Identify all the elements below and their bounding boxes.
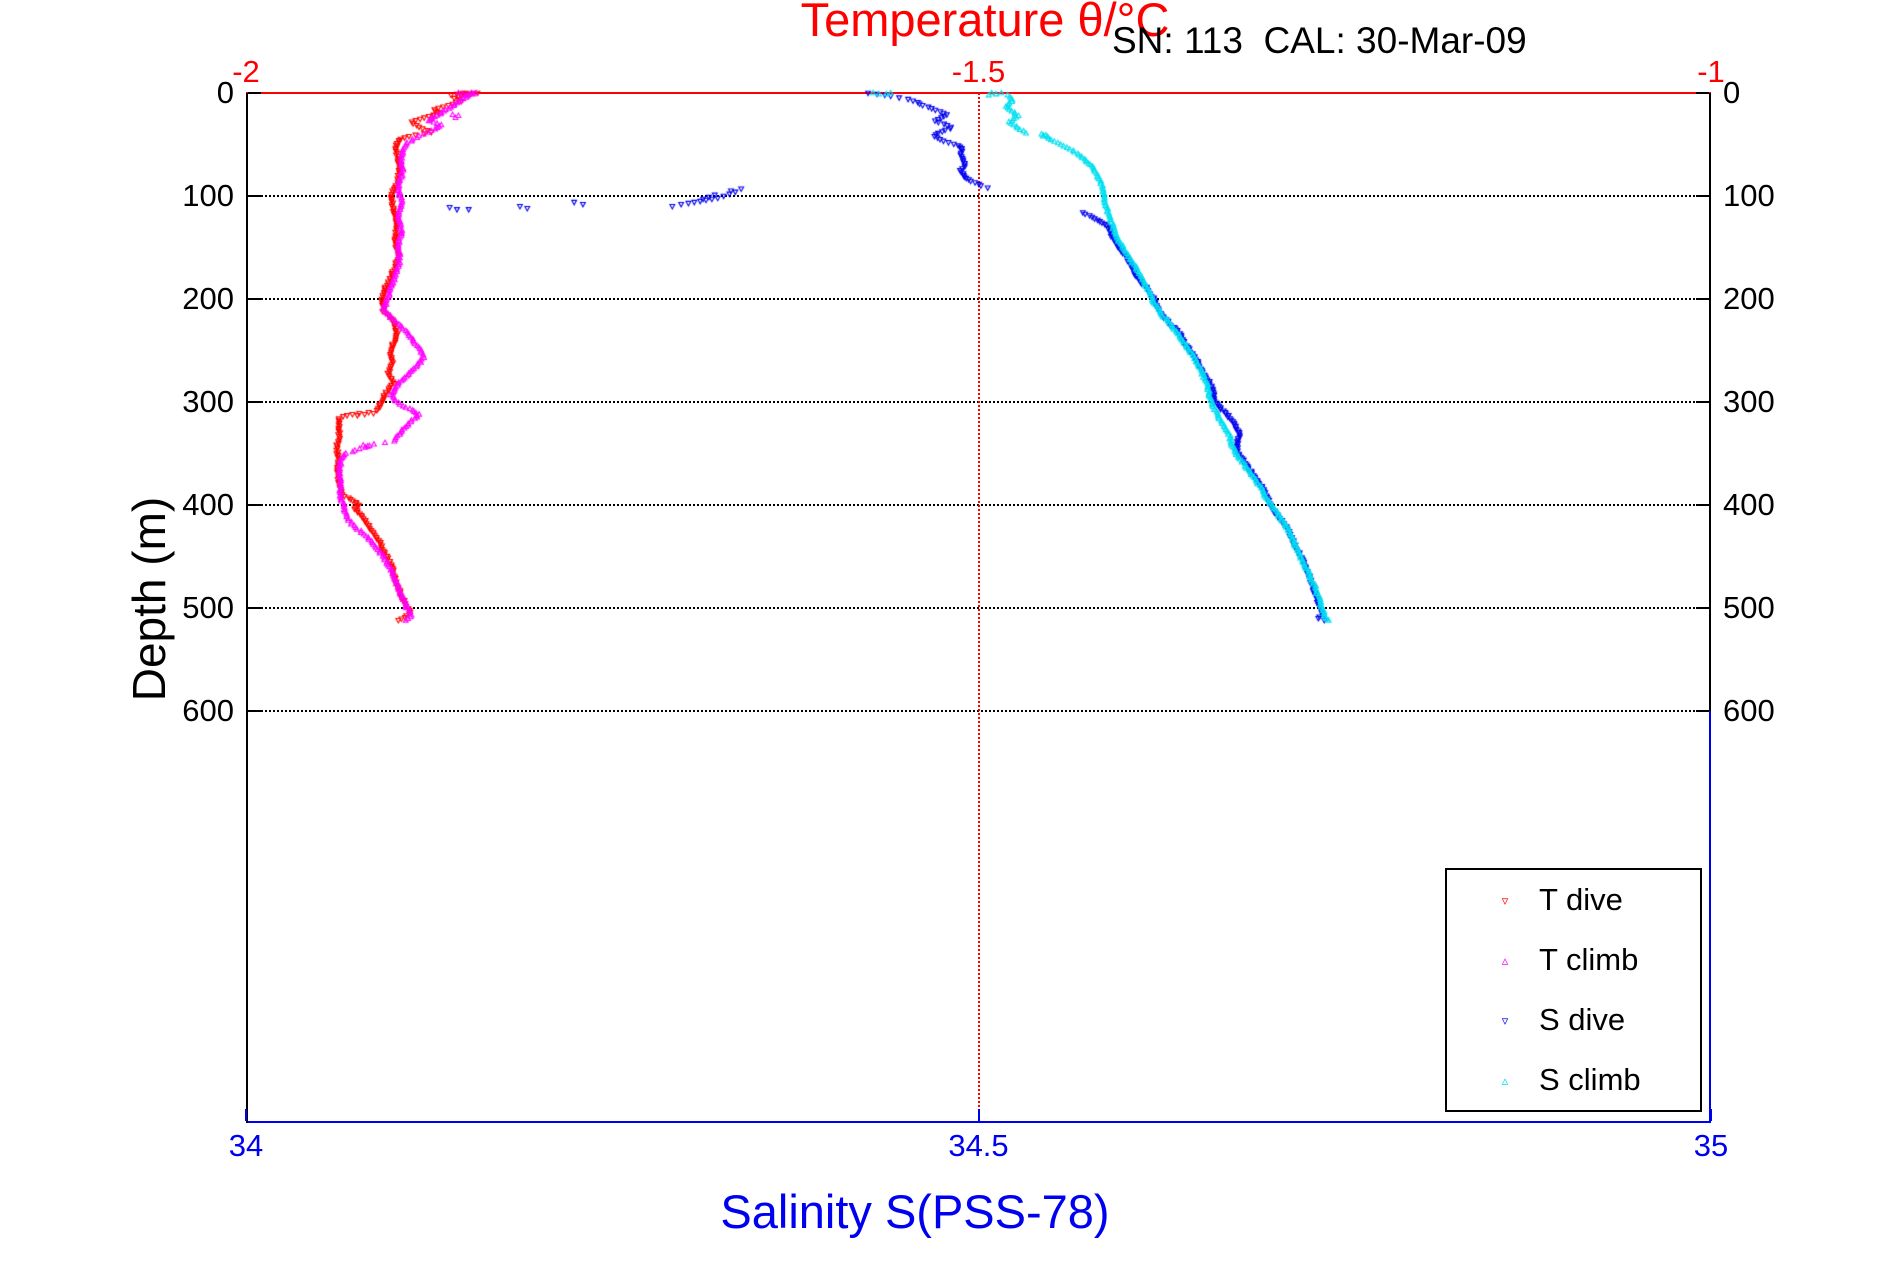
temperature-tick-label: -1.5	[951, 54, 1006, 89]
depth-axis-label: Depth (m)	[123, 496, 175, 702]
left-depth-tick-label: 300	[182, 384, 234, 419]
triangle-down-icon: ▿	[1501, 1012, 1509, 1028]
right-depth-tick-label: 600	[1723, 693, 1775, 728]
left-depth-tick-label: 100	[182, 178, 234, 213]
right-depth-tick-label: 200	[1723, 281, 1775, 316]
legend-item-t-dive: ▿ T dive	[1447, 871, 1700, 929]
left-depth-tick-label: 0	[216, 75, 234, 110]
salinity-axis-label: Salinity S(PSS-78)	[720, 1185, 1110, 1238]
left-depth-tick-label: 200	[182, 281, 234, 316]
triangle-up-icon: ▵	[1501, 952, 1509, 968]
left-depth-tick-label: 500	[182, 590, 234, 625]
salinity-tick-label: 34.5	[948, 1128, 1009, 1163]
legend-label: T dive	[1539, 882, 1623, 917]
legend-item-s-dive: ▿ S dive	[1447, 991, 1700, 1049]
right-depth-tick-label: 500	[1723, 590, 1775, 625]
legend-item-t-climb: ▵ T climb	[1447, 931, 1700, 989]
page-title: Temperature θ/°C	[800, 0, 1170, 46]
salinity-tick-label: 35	[1693, 1128, 1729, 1163]
right-depth-tick-label: 100	[1723, 178, 1775, 213]
triangle-up-icon: ▵	[1501, 1072, 1509, 1088]
triangle-down-icon: ▿	[1501, 892, 1509, 908]
salinity-tick-label: 34	[228, 1128, 264, 1163]
calibration-note: SN: 113 CAL: 30-Mar-09	[1112, 20, 1527, 61]
right-depth-tick-label: 300	[1723, 384, 1775, 419]
temperature-tick-label: -2	[232, 54, 260, 89]
legend-label: S dive	[1539, 1002, 1626, 1037]
legend-item-s-climb: ▵ S climb	[1447, 1051, 1700, 1109]
temperature-tick-label: -1	[1697, 54, 1725, 89]
right-depth-tick-label: 400	[1723, 487, 1775, 522]
legend-label: T climb	[1539, 942, 1639, 977]
left-depth-tick-label: 400	[182, 487, 234, 522]
left-depth-tick-label: 600	[182, 693, 234, 728]
legend: ▿ T dive ▵ T climb ▿ S dive ▵ S climb	[1445, 868, 1702, 1112]
salinity-tick-mark	[1710, 1109, 1712, 1121]
legend-label: S climb	[1539, 1062, 1641, 1097]
right-depth-tick-label: 0	[1723, 75, 1741, 110]
